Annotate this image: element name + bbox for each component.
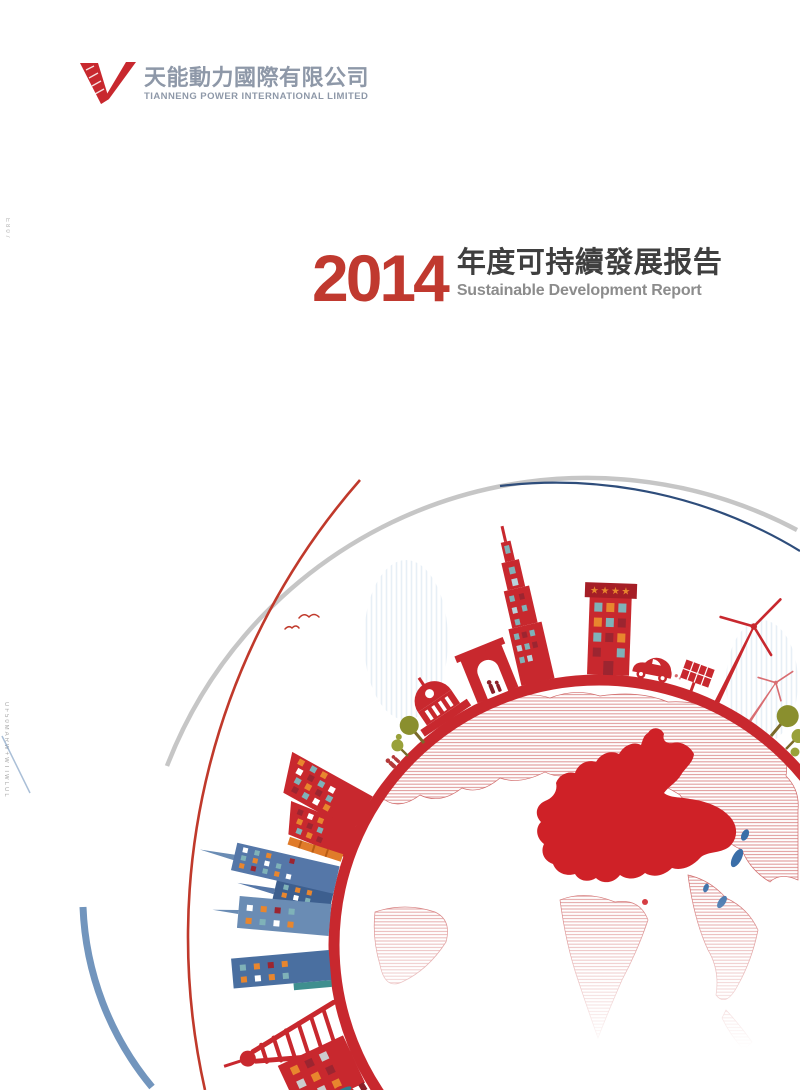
red-apartment-buildings [283, 751, 373, 862]
company-name-en: TIANNENG POWER INTERNATIONAL LIMITED [144, 91, 369, 103]
gray-arc [164, 475, 799, 767]
map-fade [334, 880, 800, 1090]
skyscraper [500, 525, 555, 686]
solar-panel [679, 659, 715, 692]
steel-blue-arc [79, 906, 155, 1090]
red-arc [186, 479, 361, 1090]
capitol-dome-building [414, 677, 472, 737]
report-title-zh: 年度可持續發展报告 [456, 247, 723, 279]
report-title: 2014 年度可持續發展报告 Sustainable Development R… [312, 241, 723, 315]
report-title-en: Sustainable Development Report [456, 281, 702, 299]
trees-right [769, 705, 800, 757]
spine-mark-bottom: UF50MARW+WTIWLUL [3, 702, 9, 799]
family-figures [385, 755, 401, 769]
hotel-stars: ★★★★ [590, 585, 632, 597]
cloud-hatch-patches [364, 560, 798, 744]
hotel-windows [592, 602, 627, 676]
orbit-arcs [1, 475, 800, 1090]
china-highlight [536, 728, 737, 883]
triumphal-arch [454, 637, 519, 704]
skyscraper-windows [504, 545, 539, 664]
small-blue-tick [1, 735, 31, 794]
arch-figures [486, 680, 502, 694]
globe-with-asia-map [328, 674, 800, 1090]
company-logo: 天能動力國際有限公司 TIANNENG POWER INTERNATIONAL … [78, 60, 369, 108]
globe-rim [328, 674, 800, 1090]
logo-v-mark-icon [80, 62, 136, 104]
spine-mark-top: E807 [4, 218, 10, 241]
wind-turbine-small [748, 670, 794, 722]
windows [291, 758, 336, 812]
blue-skyscrapers [199, 842, 340, 991]
globe-city-illustration: ★★★★ [1, 475, 800, 1090]
birds-icon [284, 613, 320, 630]
wind-turbine-large [714, 598, 782, 704]
windows [295, 808, 325, 844]
navy-arc [499, 481, 800, 552]
company-name-zh: 天能動力國際有限公司 [144, 64, 370, 90]
hotel-with-stars: ★★★★ [584, 582, 638, 676]
report-year: 2014 [312, 241, 450, 315]
trees-left [391, 715, 426, 757]
wind-turbines [714, 598, 794, 722]
red-building-bottom [277, 1035, 365, 1090]
car [632, 657, 681, 683]
